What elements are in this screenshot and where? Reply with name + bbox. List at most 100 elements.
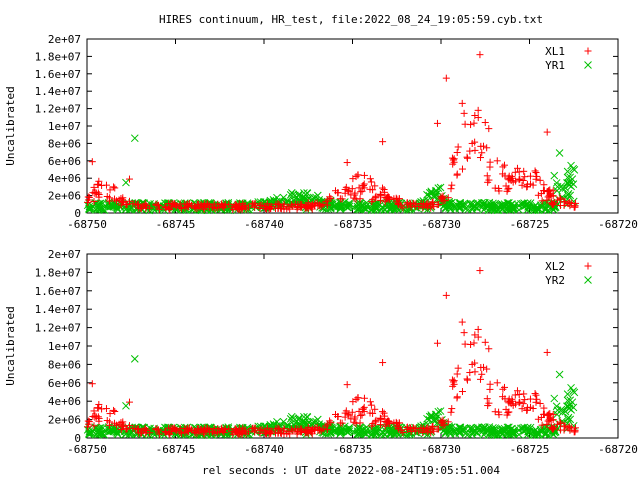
xl-point (379, 184, 387, 192)
legend-marker (584, 262, 592, 270)
xl-point (110, 183, 118, 191)
xl-point (495, 187, 503, 195)
yr-point (368, 201, 377, 210)
xl-point (442, 291, 450, 299)
xl-point (442, 74, 450, 82)
xl-point (197, 201, 205, 209)
xl-point (406, 199, 414, 207)
xl-point (165, 200, 173, 208)
yr-point (507, 200, 516, 209)
xl-point (343, 159, 351, 167)
yr-point (498, 200, 507, 209)
xl-point (515, 176, 523, 184)
legend-marker (584, 276, 592, 284)
xl-point (478, 370, 486, 378)
xl-point (518, 181, 526, 189)
yr-point (130, 134, 139, 143)
xl-point (516, 175, 524, 183)
xl-point (515, 168, 523, 176)
xl-point (357, 188, 365, 196)
yr-point (558, 184, 567, 193)
xl-point (543, 128, 551, 136)
yr-point (471, 202, 480, 211)
y-tick-label: 4e+06 (48, 395, 81, 408)
y-tick-label: 1.4e+07 (35, 303, 81, 316)
xl-point (437, 193, 445, 201)
x-tick-label: -68730 (421, 443, 461, 456)
xl-point (543, 196, 551, 204)
yr-point (287, 188, 296, 197)
yr-point (569, 164, 578, 173)
xl-point (453, 370, 461, 378)
xl-point (372, 194, 380, 202)
xl-point (169, 200, 177, 208)
xl-point (463, 376, 471, 384)
y-tick-label: 6e+06 (48, 377, 81, 390)
xl-point (449, 156, 457, 164)
xl-point (111, 184, 119, 192)
xl-point (501, 172, 509, 180)
yr-point (528, 206, 537, 215)
chart-title: HIRES continuum, HR_test, file:2022_08_2… (159, 13, 543, 26)
xl-point (544, 193, 552, 201)
x-tick-label: -68720 (598, 218, 638, 231)
xl-point (485, 345, 493, 353)
y-tick-label: 1.2e+07 (35, 322, 81, 335)
x-tick-label: -68750 (67, 443, 107, 456)
xl-point (520, 167, 528, 175)
xl-point (90, 183, 98, 191)
yr-point (287, 412, 296, 421)
xl-point (137, 204, 145, 212)
y-tick-label: 1.6e+07 (35, 285, 81, 298)
xl-point (117, 194, 125, 202)
yr-point (367, 206, 376, 215)
xl-point (379, 359, 387, 367)
xl-point (476, 375, 484, 383)
xl-point (439, 197, 447, 205)
yr-point (86, 204, 95, 213)
xl-point (449, 160, 457, 168)
xl-point (367, 178, 375, 186)
yr-point (328, 200, 336, 209)
xl-point (532, 398, 540, 406)
xl-point (532, 391, 540, 399)
xl-point (509, 178, 517, 186)
xl-point (532, 169, 540, 177)
xl-point (543, 188, 551, 196)
x-tick-label: -68720 (598, 443, 638, 456)
xl-point (154, 201, 162, 209)
legend-label: YR1 (545, 59, 565, 72)
y-tick-label: 1.2e+07 (35, 103, 81, 116)
xl-point (110, 406, 118, 414)
xl-point (447, 408, 455, 416)
xl-point (471, 146, 479, 154)
xl-point (447, 185, 455, 193)
xl-point (123, 200, 131, 208)
xl-point (293, 205, 301, 213)
xl-point (354, 394, 362, 402)
xl-point (235, 206, 243, 214)
xl-point (474, 325, 482, 333)
legend-marker (584, 47, 592, 55)
xl-point (274, 205, 282, 213)
xl-point (546, 189, 554, 197)
xl-point (537, 190, 545, 198)
y-tick-label: 0 (74, 432, 81, 445)
yr-point (377, 205, 386, 214)
x-tick-label: -68750 (67, 218, 107, 231)
xl-point (367, 401, 375, 409)
xl-point (458, 388, 466, 396)
xl-point (560, 198, 568, 206)
xl-point (474, 106, 482, 114)
legend-label: XL1 (545, 45, 565, 58)
y-tick-label: 8e+06 (48, 358, 81, 371)
x-axis-label: rel seconds : UT date 2022-08-24T19:05:5… (202, 464, 500, 477)
xl-point (493, 379, 501, 387)
xl-point (343, 381, 351, 389)
xl-point (533, 172, 541, 180)
yr-point (427, 188, 436, 197)
xl-point (476, 267, 484, 275)
yr-point (344, 200, 353, 208)
xl-point (263, 200, 271, 208)
